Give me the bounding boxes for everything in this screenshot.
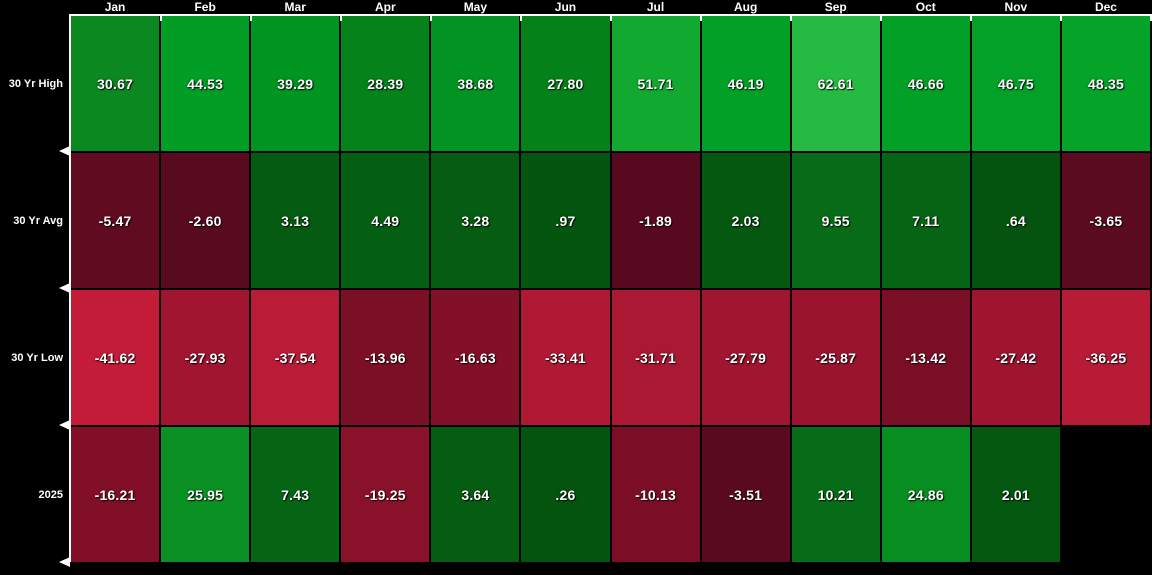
heatmap-cell: 7.43 xyxy=(251,427,340,562)
row-boundary-arrow-icon xyxy=(59,420,70,430)
heatmap-cell: 46.19 xyxy=(701,16,790,151)
heatmap-cell: -2.60 xyxy=(161,153,250,288)
heatmap-cell: -3.51 xyxy=(701,427,790,562)
column-tick xyxy=(340,14,342,21)
heatmap-cell: 2.01 xyxy=(971,427,1060,562)
heatmap-cell: -1.89 xyxy=(611,153,700,288)
heatmap-cell: 51.71 xyxy=(611,16,700,151)
heatmap-cell: -13.96 xyxy=(341,290,430,425)
heatmap-cell: -25.87 xyxy=(791,290,880,425)
heatmap-cell: .26 xyxy=(521,427,610,562)
row-boundary-arrow-icon xyxy=(59,146,70,156)
column-header-month: Mar xyxy=(284,0,306,14)
heatmap-cell: -36.25 xyxy=(1061,290,1150,425)
column-tick xyxy=(250,14,252,21)
column-header-month: Jun xyxy=(554,0,577,14)
row-label: 30 Yr Avg xyxy=(13,214,63,227)
heatmap-cell: -27.79 xyxy=(701,290,790,425)
column-header-month: Feb xyxy=(194,0,216,14)
month-header-row: Jan Feb Mar Apr May Jun Jul Aug Sep Oct Nov Dec xyxy=(71,0,1150,14)
heatmap-cell: 3.28 xyxy=(431,153,520,288)
heatmap-cell: 25.95 xyxy=(161,427,250,562)
heatmap-cell: -31.71 xyxy=(611,290,700,425)
heatmap-cell xyxy=(1061,427,1150,562)
row-boundary-arrow-icon xyxy=(59,557,70,567)
column-tick xyxy=(700,14,702,21)
heatmap-cell: 7.11 xyxy=(881,153,970,288)
left-axis-line xyxy=(69,14,71,562)
column-header-month: Nov xyxy=(1004,0,1028,14)
column-tick xyxy=(880,14,882,21)
heatmap-cell: -19.25 xyxy=(341,427,430,562)
heatmap-cell: 28.39 xyxy=(341,16,430,151)
heatmap-cell: -5.47 xyxy=(71,153,160,288)
heatmap-cell: 27.80 xyxy=(521,16,610,151)
column-header-month: Aug xyxy=(733,0,758,14)
heatmap-cell: 46.66 xyxy=(881,16,970,151)
column-tick xyxy=(970,14,972,21)
column-header-month: Oct xyxy=(915,0,936,14)
heatmap-cell: 30.67 xyxy=(71,16,160,151)
column-header-month: Dec xyxy=(1094,0,1117,14)
heatmap-cell: .97 xyxy=(521,153,610,288)
heatmap-cell: 24.86 xyxy=(881,427,970,562)
heatmap-cell: 9.55 xyxy=(791,153,880,288)
column-tick xyxy=(430,14,432,21)
heatmap-cell: -10.13 xyxy=(611,427,700,562)
heatmap-cell: 46.75 xyxy=(971,16,1060,151)
heatmap-cell: -16.63 xyxy=(431,290,520,425)
heatmap-cell: 44.53 xyxy=(161,16,250,151)
column-header-month: Apr xyxy=(374,0,396,14)
heatmap-cell: 10.21 xyxy=(791,427,880,562)
heatmap-cell: 2.03 xyxy=(701,153,790,288)
column-header-month: May xyxy=(463,0,488,14)
heatmap-cell: .64 xyxy=(971,153,1060,288)
heatmap-cell: -3.65 xyxy=(1061,153,1150,288)
heatmap-cell: -33.41 xyxy=(521,290,610,425)
heatmap-cell: -41.62 xyxy=(71,290,160,425)
heatmap-cell: -13.42 xyxy=(881,290,970,425)
column-tick xyxy=(790,14,792,21)
heatmap-cell: -16.21 xyxy=(71,427,160,562)
heatmap-cell: 3.64 xyxy=(431,427,520,562)
heatmap-cell: 38.68 xyxy=(431,16,520,151)
column-tick xyxy=(520,14,522,21)
column-tick xyxy=(610,14,612,21)
heatmap-cell: 62.61 xyxy=(791,16,880,151)
heatmap-cell: 3.13 xyxy=(251,153,340,288)
column-tick xyxy=(160,14,162,21)
column-tick xyxy=(1060,14,1062,21)
row-boundary-arrow-icon xyxy=(59,283,70,293)
column-header-month: Jan xyxy=(104,0,126,14)
heatmap-cell: -27.93 xyxy=(161,290,250,425)
column-header-month: Sep xyxy=(824,0,847,14)
heatmap-cell: 39.29 xyxy=(251,16,340,151)
heatmap-cell: 4.49 xyxy=(341,153,430,288)
heatmap-cell: 48.35 xyxy=(1061,16,1150,151)
row-label: 2025 xyxy=(38,488,63,501)
heatmap-grid: 30.67 44.53 39.29 28.39 38.68 27.80 51.71 46.19… xyxy=(71,16,1150,562)
heatmap-cell: -27.42 xyxy=(971,290,1060,425)
row-label: 30 Yr Low xyxy=(11,351,63,364)
row-label: 30 Yr High xyxy=(8,77,63,90)
column-header-month: Jul xyxy=(646,0,665,14)
heatmap-cell: -37.54 xyxy=(251,290,340,425)
column-tick xyxy=(1150,14,1152,21)
